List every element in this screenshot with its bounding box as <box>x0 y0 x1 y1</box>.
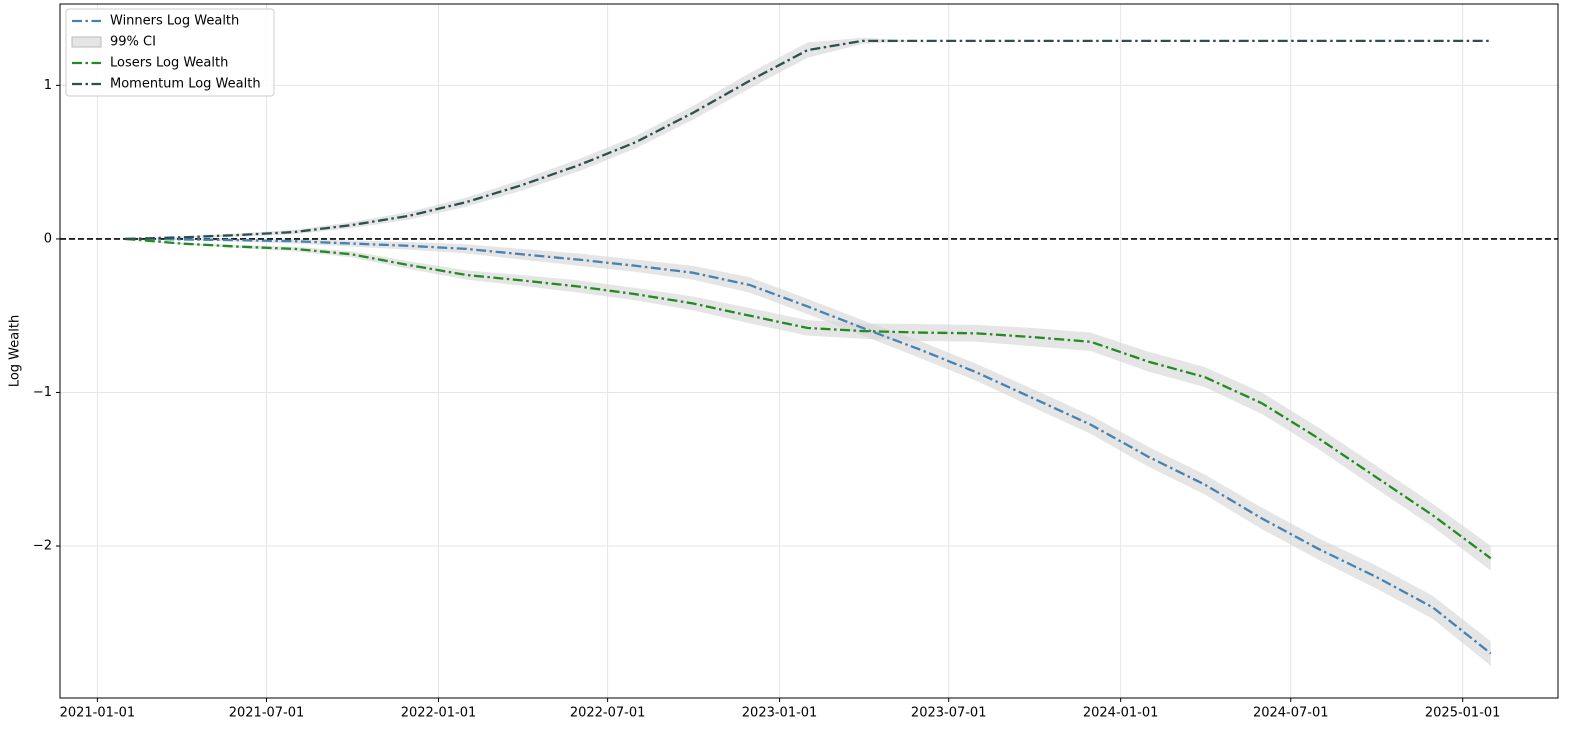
y-tick-label: 0 <box>44 231 52 246</box>
x-tick-label: 2025-01-01 <box>1425 706 1501 721</box>
x-tick-label: 2024-01-01 <box>1083 706 1159 721</box>
plot-frame <box>59 3 1559 699</box>
legend-label: Losers Log Wealth <box>110 56 228 71</box>
series-line <box>125 39 1491 241</box>
x-tick-label: 2021-01-01 <box>60 706 136 721</box>
y-tick-label: −1 <box>33 385 52 400</box>
legend-label: Momentum Log Wealth <box>110 77 261 92</box>
ci-band <box>125 37 1491 239</box>
legend-label: Winners Log Wealth <box>110 14 239 29</box>
legend-swatch <box>71 36 102 48</box>
x-tick-label: 2023-01-01 <box>742 706 818 721</box>
y-axis-label: Log Wealth <box>8 315 23 387</box>
legend-box <box>65 8 275 97</box>
y-tick-label: 1 <box>44 78 52 93</box>
ci-band <box>125 238 1491 666</box>
x-tick-label: 2022-07-01 <box>570 706 646 721</box>
legend-label: 99% CI <box>110 35 156 50</box>
x-tick-label: 2022-01-01 <box>401 706 477 721</box>
x-tick-label: 2024-07-01 <box>1253 706 1329 721</box>
series-line <box>125 237 1492 655</box>
x-tick-label: 2023-07-01 <box>911 706 987 721</box>
series-line <box>125 237 1492 560</box>
x-tick-label: 2021-07-01 <box>229 706 305 721</box>
y-tick-label: −2 <box>33 538 52 553</box>
